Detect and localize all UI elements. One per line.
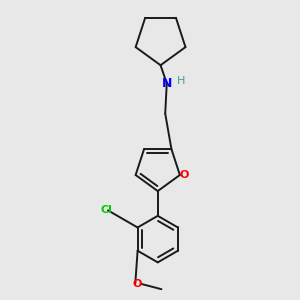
Text: N: N xyxy=(162,77,172,90)
Text: O: O xyxy=(179,170,188,180)
Text: O: O xyxy=(132,279,142,289)
Text: Cl: Cl xyxy=(100,206,112,215)
Text: H: H xyxy=(176,76,185,86)
